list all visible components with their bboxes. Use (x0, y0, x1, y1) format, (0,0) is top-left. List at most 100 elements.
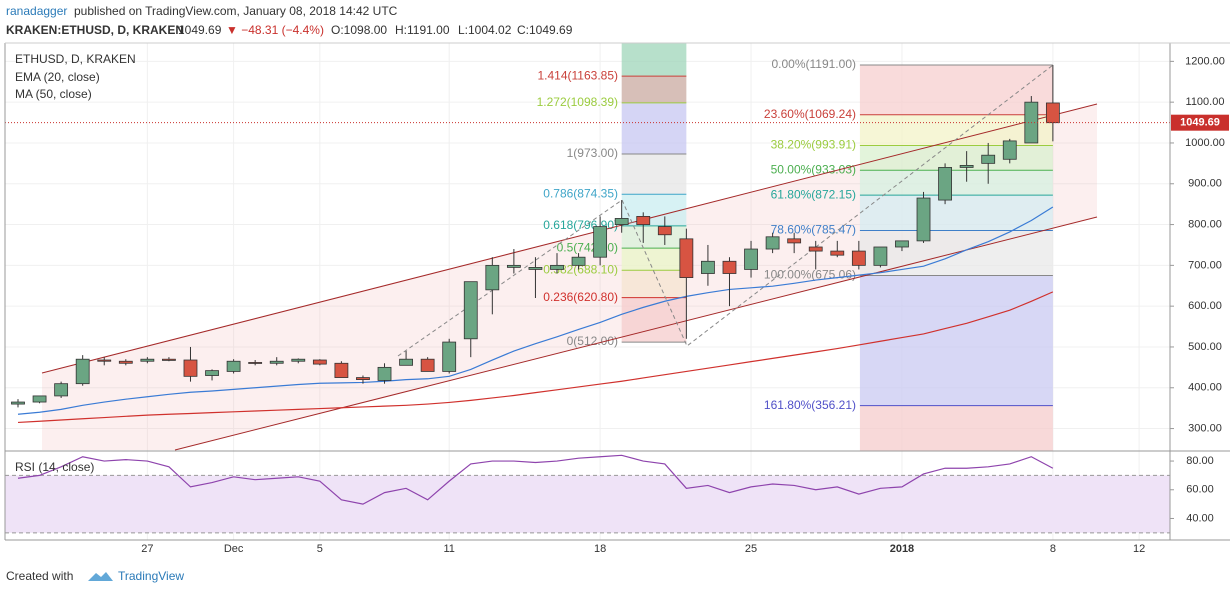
header-close: C:1049.69 (517, 23, 573, 37)
candle-body (334, 362, 349, 378)
fib-zone (621, 76, 687, 103)
candle-body (593, 226, 608, 258)
candle-body (356, 377, 370, 380)
indicator-line (17, 291, 1054, 424)
legend-entry: EMA (20, close) (15, 70, 100, 84)
x-tick-label: 25 (745, 543, 757, 555)
fib-label: 61.80%(872.15) (771, 187, 856, 201)
y-tick-label: 40.00 (1186, 512, 1214, 524)
candle-body (118, 360, 133, 364)
candle-body (312, 359, 327, 365)
candle-body (205, 370, 219, 376)
fib-label: 0.236(620.80) (543, 290, 618, 304)
fib-zone (859, 405, 1053, 451)
rsi-title: RSI (14, close) (15, 460, 94, 474)
candle-body (528, 266, 543, 270)
fib-label: 38.20%(993.91) (771, 138, 856, 152)
fib-label: 0.5(742.20) (557, 240, 618, 254)
x-tick-label: Dec (224, 543, 244, 555)
y-tick-label: 80.00 (1186, 455, 1214, 467)
candle-body (183, 359, 198, 377)
fib-zone (859, 195, 1053, 231)
header-price: 1049.69 (178, 23, 222, 37)
candle-body (97, 359, 112, 362)
header-open: O:1098.00 (331, 23, 387, 37)
x-tick-label: 27 (141, 543, 153, 555)
fib-zone (621, 225, 687, 249)
candle-body (162, 358, 176, 361)
zigzag (397, 64, 1054, 357)
fib-zone (859, 114, 1053, 146)
y-tick-label: 300.00 (1188, 422, 1222, 434)
published: published on TradingView.com, January 08… (74, 4, 398, 18)
footer-created: Created with (6, 569, 73, 583)
fib-zone (621, 43, 687, 77)
fib-zone (621, 153, 687, 195)
candle-body (895, 240, 909, 248)
candle-body (744, 248, 758, 270)
channel-fill (42, 104, 1097, 450)
price-tag-label: 1049.69 (1180, 117, 1220, 129)
y-tick-label: 1100.00 (1186, 96, 1225, 108)
legend-entry: ETHUSD, D, KRAKEN (15, 52, 136, 66)
rsi-line (17, 454, 1054, 505)
y-tick-label: 60.00 (1186, 484, 1214, 496)
fib-label: 78.60%(785.47) (771, 223, 856, 237)
candle-body (485, 264, 500, 291)
x-tick-label: 2018 (890, 543, 914, 555)
candle-body (420, 358, 435, 372)
plot (5, 65, 1170, 505)
candle-body (679, 238, 694, 278)
fib-zone (621, 270, 687, 298)
candle-body (75, 358, 90, 385)
candle-body (1002, 140, 1017, 160)
y-tick-label: 1200.00 (1185, 55, 1225, 67)
header-change: ▼ −48.31 (−4.4%) (226, 23, 324, 37)
channel-upper (41, 103, 1098, 374)
candle-body (851, 250, 866, 266)
fibonacci: 0(512.00)0.236(620.80)0.382(688.10)0.5(7… (537, 43, 1053, 451)
channel-lower (174, 216, 1098, 451)
fib-label: 0.00%(1191.00) (771, 57, 856, 71)
candle-body (32, 395, 47, 403)
candle-body (399, 358, 413, 366)
candle-body (701, 260, 715, 274)
plot-background (5, 43, 1170, 540)
fib-label: 100.00%(675.06) (764, 268, 856, 282)
candle-body (140, 358, 155, 362)
candle-body (981, 154, 996, 164)
candle-body (550, 264, 564, 270)
y-tick-label: 900.00 (1188, 178, 1222, 190)
candle-body (959, 164, 974, 168)
candle-body (916, 197, 931, 242)
header-high: H:1191.00 (395, 23, 450, 37)
footer-brand[interactable]: TradingView (118, 569, 184, 583)
fib-zone (859, 145, 1053, 171)
candle-body (1045, 102, 1060, 124)
x-tick-label: 12 (1133, 543, 1145, 555)
fib-label: 0(512.00) (567, 334, 618, 348)
candle-body (614, 218, 629, 225)
symbol: KRAKEN:ETHUSD, D, KRAKEN (6, 23, 184, 37)
candle-body (722, 260, 737, 274)
fib-zone (859, 275, 1053, 406)
candle-body (938, 167, 952, 201)
y-tick-label: 400.00 (1188, 382, 1222, 394)
rsi-band (5, 475, 1170, 533)
candle-body (657, 226, 672, 236)
candle-body (226, 360, 241, 372)
candle-body (248, 362, 263, 364)
candle-body (377, 366, 392, 381)
candle-body (269, 360, 284, 364)
y-tick-label: 1000.00 (1185, 137, 1225, 149)
price-tag (1171, 114, 1229, 131)
logo (88, 572, 113, 581)
candle-body (636, 215, 651, 225)
fib-label: 1.414(1163.85) (537, 68, 618, 82)
fib-zone (859, 170, 1053, 196)
y-tick-label: 700.00 (1188, 259, 1222, 271)
x-tick-label: 5 (317, 543, 323, 555)
header-low: L:1004.02 (458, 23, 512, 37)
candle-body (765, 236, 780, 250)
author[interactable]: ranadagger (6, 4, 67, 18)
